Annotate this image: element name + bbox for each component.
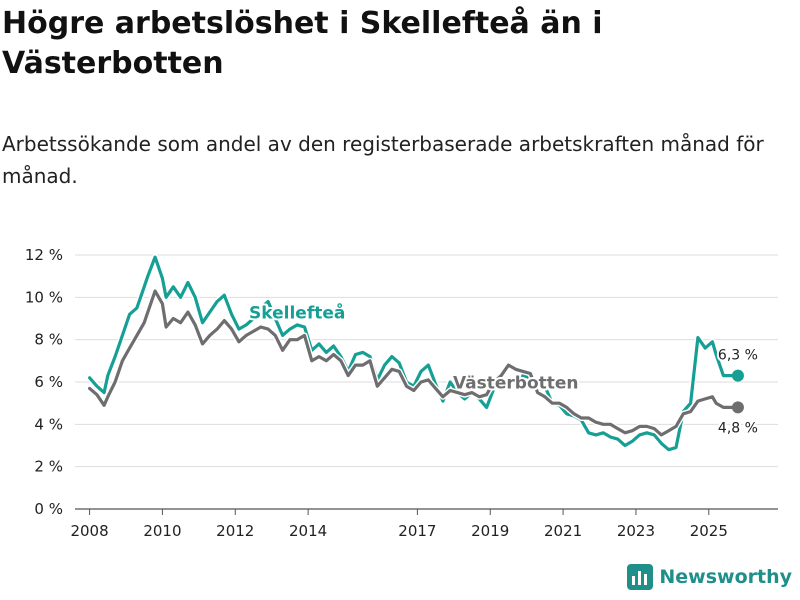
y-tick-label: 10 % xyxy=(25,288,63,306)
x-tick-label: 2008 xyxy=(70,522,108,540)
y-tick-label: 0 % xyxy=(34,500,63,518)
series-line-skellefte- xyxy=(87,255,740,452)
x-tick-label: 2023 xyxy=(617,522,655,540)
x-axis: 2008 2010 2012 2014 2017 2019 2021 2023 2025 xyxy=(70,509,728,540)
x-tick-label: 2021 xyxy=(544,522,582,540)
end-value-label-skelleftea: 6,3 % xyxy=(718,348,758,364)
chart-title: Högre arbetslöshet i Skellefteå än i Väs… xyxy=(2,6,603,81)
y-tick-label: 4 % xyxy=(34,415,63,433)
y-tick-label: 6 % xyxy=(34,373,63,391)
series-line-v-sterbotten xyxy=(87,289,740,437)
series-end-point-skellefte- xyxy=(731,369,744,382)
gridlines xyxy=(75,254,778,510)
x-tick-label: 2010 xyxy=(143,522,181,540)
x-tick-label: 2019 xyxy=(471,522,509,540)
x-tick-label: 2025 xyxy=(690,522,728,540)
series-end-point-v-sterbotten xyxy=(731,401,744,414)
y-tick-label: 8 % xyxy=(34,331,63,349)
series-label-skelleftea: Skellefteå xyxy=(249,302,345,324)
x-tick-label: 2017 xyxy=(398,522,436,540)
y-tick-label: 2 % xyxy=(34,458,63,476)
series-layer xyxy=(86,254,744,453)
brand-name: Newsworthy xyxy=(659,566,792,588)
y-tick-label: 12 % xyxy=(25,246,63,264)
brand-logo: Newsworthy xyxy=(627,564,792,590)
x-tick-label: 2014 xyxy=(289,522,327,540)
series-labels: Skellefteå Västerbotten 6,3 % 4,8 % xyxy=(247,300,760,439)
x-tick-label: 2012 xyxy=(216,522,254,540)
series-label-vasterbotten: Västerbotten xyxy=(453,373,579,393)
chart-subtitle: Arbetssökande som andel av den registerb… xyxy=(2,132,764,188)
newsworthy-logo-icon xyxy=(627,564,654,590)
y-axis: 0 % 2 % 4 % 6 % 8 % 10 % 12 % xyxy=(25,246,63,518)
end-value-label-vasterbotten: 4,8 % xyxy=(718,420,758,436)
